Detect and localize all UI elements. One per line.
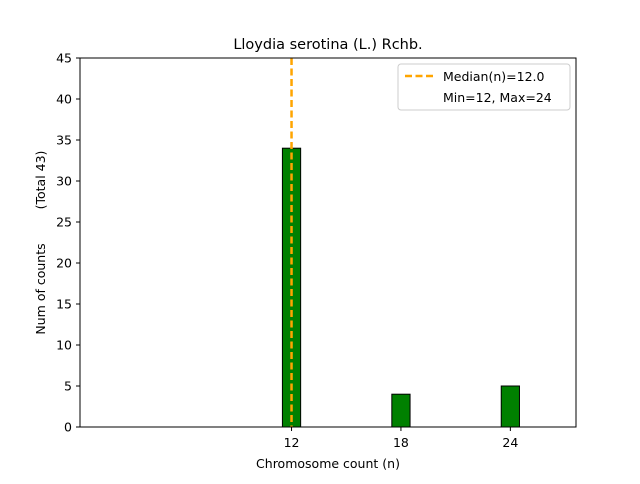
plot-frame xyxy=(79,57,577,428)
x-axis-ticks: 12 18 24 xyxy=(284,427,518,450)
y-axis-ticks: 0 5 10 15 20 25 30 35 40 45 xyxy=(56,51,80,435)
x-tick-label-12: 12 xyxy=(284,435,300,450)
y-tick-label-45: 45 xyxy=(56,51,72,66)
legend-entry-median: Median(n)=12.0 xyxy=(443,69,544,84)
y-tick-label-35: 35 xyxy=(56,133,72,148)
x-tick-label-24: 24 xyxy=(502,435,518,450)
y-axis-total-label: (Total 43) xyxy=(33,151,48,210)
x-axis-label: Chromosome count (n) xyxy=(256,456,400,471)
y-tick-label-40: 40 xyxy=(56,92,72,107)
y-tick-label-10: 10 xyxy=(56,338,72,353)
bar-18 xyxy=(391,393,411,428)
legend-entry-min-max: Min=12, Max=24 xyxy=(443,90,552,105)
x-tick-label-18: 18 xyxy=(393,435,409,450)
y-tick-label-0: 0 xyxy=(64,420,72,435)
bar-24 xyxy=(500,385,520,428)
y-tick-label-25: 25 xyxy=(56,215,72,230)
legend: Median(n)=12.0 Min=12, Max=24 xyxy=(397,63,571,111)
chart-title: Lloydia serotina (L.) Rchb. xyxy=(233,37,422,53)
y-tick-label-5: 5 xyxy=(64,379,72,394)
y-axis-label: Num of counts xyxy=(33,243,48,334)
y-tick-label-30: 30 xyxy=(56,174,72,189)
legend-box xyxy=(397,63,571,111)
y-tick-label-20: 20 xyxy=(56,256,72,271)
y-tick-label-15: 15 xyxy=(56,297,72,312)
